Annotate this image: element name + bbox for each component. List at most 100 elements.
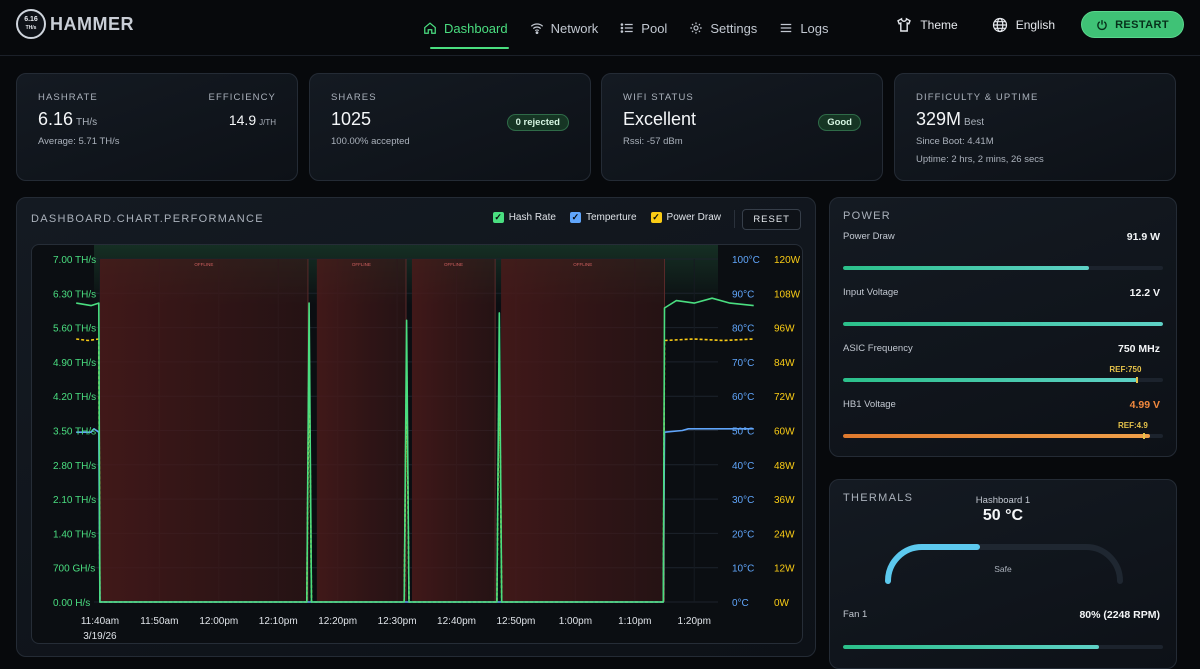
bar-fill bbox=[843, 645, 1099, 649]
y-tick-power: 108W bbox=[774, 289, 801, 300]
y-tick-temperature: 40°C bbox=[732, 461, 754, 472]
legend-label: Temperture bbox=[585, 212, 637, 223]
gauge-fill bbox=[885, 544, 1123, 584]
nav-pool[interactable]: Pool bbox=[617, 6, 670, 50]
offline-label: OFFLINE bbox=[573, 262, 592, 267]
difficulty-label: DIFFICULTY & UPTIME bbox=[916, 92, 1039, 103]
nav-label: Network bbox=[550, 20, 599, 36]
gauge-value: 50 °C bbox=[982, 507, 1024, 524]
legend-hashrate[interactable]: ✓ Hash Rate bbox=[492, 212, 556, 223]
input-voltage-bar bbox=[843, 322, 1163, 326]
hashrate-unit: TH/s bbox=[76, 117, 98, 128]
ref-marker bbox=[1136, 377, 1139, 383]
header-tools: Theme English RESTART bbox=[888, 11, 1184, 38]
bar-fill bbox=[843, 266, 1090, 270]
y-tick-temperature: 80°C bbox=[732, 324, 754, 335]
legend-label: Power Draw bbox=[666, 212, 721, 223]
input-voltage-value: 12.2 V bbox=[1129, 287, 1160, 299]
y-tick-power: 48W bbox=[774, 461, 795, 472]
power-card: POWER Power Draw 91.9 W Input Voltage 12… bbox=[829, 197, 1177, 457]
checkbox-icon: ✓ bbox=[569, 212, 581, 223]
bar-fill bbox=[843, 434, 1151, 438]
shares-card: SHARES 1025 100.00% accepted 0 rejected bbox=[309, 73, 591, 181]
y-tick-hashrate: 700 GH/s bbox=[53, 564, 95, 575]
wifi-value: Excellent bbox=[623, 109, 697, 129]
wifi-quality-badge: Good bbox=[818, 114, 861, 131]
nav-label: Pool bbox=[641, 20, 668, 36]
nav-label: Logs bbox=[800, 20, 829, 36]
difficulty-card: DIFFICULTY & UPTIME 329M Best Since Boot:… bbox=[894, 73, 1176, 181]
y-tick-temperature: 50°C bbox=[732, 427, 754, 438]
legend-label: Hash Rate bbox=[508, 212, 556, 223]
restart-button[interactable]: RESTART bbox=[1081, 11, 1184, 38]
y-tick-temperature: 10°C bbox=[732, 564, 754, 575]
bar-fill bbox=[843, 322, 1163, 326]
hashrate-badge-icon: 6.16 TH/s bbox=[16, 9, 46, 39]
legend-temperature[interactable]: ✓ Temperture bbox=[569, 212, 637, 223]
hashrate-label: HASHRATE bbox=[38, 92, 98, 103]
theme-label: Theme bbox=[920, 17, 958, 32]
legend-power[interactable]: ✓ Power Draw bbox=[650, 212, 721, 223]
badge-unit: TH/s bbox=[25, 25, 37, 31]
y-tick-power: 24W bbox=[774, 529, 795, 540]
best-label: Best bbox=[964, 117, 985, 128]
checkbox-icon: ✓ bbox=[492, 212, 504, 223]
y-tick-power: 60W bbox=[774, 427, 795, 438]
power-draw-label: Power Draw bbox=[843, 231, 895, 242]
language-select[interactable]: English bbox=[984, 12, 1063, 38]
thermals-title: THERMALS bbox=[843, 492, 914, 504]
gear-icon bbox=[690, 22, 703, 34]
y-tick-temperature: 30°C bbox=[732, 495, 754, 506]
y-tick-hashrate: 2.10 TH/s bbox=[53, 495, 96, 506]
performance-chart-card: DASHBOARD.CHART.PERFORMANCE ✓ Hash Rate … bbox=[16, 197, 816, 657]
reset-zoom-button[interactable]: RESET bbox=[742, 209, 801, 230]
y-tick-hashrate: 2.80 TH/s bbox=[53, 461, 96, 472]
language-label: English bbox=[1015, 17, 1056, 32]
shirt-icon bbox=[897, 17, 912, 32]
offline-region bbox=[411, 259, 496, 602]
y-tick-power: 72W bbox=[774, 392, 795, 403]
y-tick-hashrate: 4.90 TH/s bbox=[53, 358, 96, 369]
input-voltage-label: Input Voltage bbox=[843, 287, 899, 298]
x-tick: 12:30pm bbox=[378, 616, 417, 627]
hashrate-average: Average: 5.71 TH/s bbox=[38, 136, 120, 147]
nav-settings[interactable]: Settings bbox=[686, 6, 760, 50]
shares-value: 1025 bbox=[331, 109, 372, 129]
plot-area[interactable]: OFFLINE OFFLINE OFFLINE OFFLINE 0.00 H/s 0°C… bbox=[31, 244, 803, 644]
hashrate-value: 6.16 bbox=[38, 109, 74, 129]
series-hashrate-line bbox=[76, 297, 754, 603]
hb1-voltage-label: HB1 Voltage bbox=[843, 399, 896, 410]
x-tick: 11:40am bbox=[81, 616, 119, 627]
best-difficulty-value: 329M bbox=[916, 109, 962, 129]
nav-logs[interactable]: Logs bbox=[776, 6, 831, 50]
wifi-icon bbox=[530, 23, 543, 35]
offline-region bbox=[501, 259, 665, 602]
y-tick-temperature: 0°C bbox=[732, 598, 749, 609]
main-nav: Dashboard Network Pool Settings Logs bbox=[420, 0, 832, 56]
efficiency-label: EFFICIENCY bbox=[208, 92, 276, 103]
y-tick-hashrate: 4.20 TH/s bbox=[53, 392, 96, 403]
y-tick-power: 84W bbox=[774, 358, 795, 369]
asic-frequency-label: ASIC Frequency bbox=[843, 343, 913, 354]
y-tick-hashrate: 1.40 TH/s bbox=[53, 529, 96, 540]
bar-fill bbox=[843, 378, 1138, 382]
chart-title: DASHBOARD.CHART.PERFORMANCE bbox=[31, 213, 264, 225]
efficiency-value: 14.9 bbox=[228, 112, 257, 128]
rejected-badge: 0 rejected bbox=[506, 114, 569, 131]
fan-label: Fan 1 bbox=[843, 609, 868, 620]
globe-icon bbox=[992, 17, 1007, 32]
offline-label: OFFLINE bbox=[352, 262, 371, 267]
y-tick-hashrate: 0.00 H/s bbox=[53, 598, 90, 609]
offline-label: OFFLINE bbox=[194, 262, 213, 267]
theme-button[interactable]: Theme bbox=[888, 12, 965, 38]
x-date: 3/19/26 bbox=[83, 631, 117, 642]
logo[interactable]: 6.16 TH/s HAMMER bbox=[16, 9, 134, 39]
y-tick-hashrate: 6.30 TH/s bbox=[53, 289, 96, 300]
hashrate-card: HASHRATE 6.16 TH/s Average: 5.71 TH/s EFF… bbox=[16, 73, 298, 181]
x-tick: 11:50am bbox=[140, 616, 178, 627]
nav-dashboard[interactable]: Dashboard bbox=[420, 6, 511, 50]
wifi-rssi: Rssi: -57 dBm bbox=[623, 136, 683, 147]
nav-network[interactable]: Network bbox=[527, 6, 602, 50]
hb1-voltage-bar bbox=[843, 434, 1163, 438]
y-tick-temperature: 70°C bbox=[732, 358, 754, 369]
